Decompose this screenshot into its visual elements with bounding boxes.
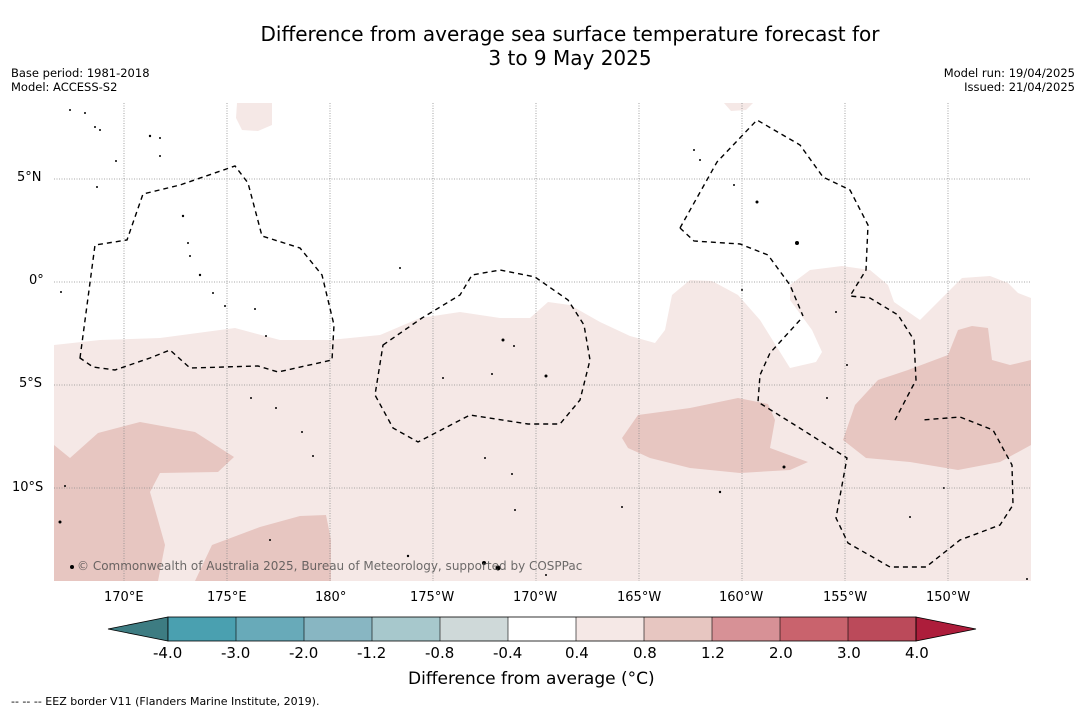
colorbar-bin [576, 617, 644, 641]
colorbar-bin [712, 617, 780, 641]
anomaly-region-medium-central [622, 398, 808, 473]
issued-text: Issued: 21/04/2025 [964, 80, 1075, 94]
colorbar-tick-label: 4.0 [905, 644, 929, 662]
colorbar-tick-label: -0.4 [493, 644, 523, 662]
lon-label-160w: 160°W [719, 590, 764, 605]
lat-label-10s: 10°S [12, 480, 44, 495]
lat-label-5n: 5°N [17, 170, 42, 185]
anomaly-region-light [54, 266, 1031, 581]
copyright-text: © Commonwealth of Australia 2025, Bureau… [77, 559, 582, 573]
islands [58, 109, 1028, 580]
lon-label-155w: 155°W [823, 590, 868, 605]
colorbar-tick-label: -3.0 [221, 644, 251, 662]
lon-label-180: 180° [315, 590, 347, 605]
title-line-2: 3 to 9 May 2025 [488, 46, 652, 70]
colorbar-tick-label: -4.0 [153, 644, 183, 662]
anomaly-region-medium-south [195, 515, 331, 581]
lon-label-175w: 175°W [410, 590, 455, 605]
colorbar-title: Difference from average (°C) [408, 669, 655, 689]
colorbar-tick-label: -2.0 [289, 644, 319, 662]
anomaly-region-medium-east [843, 326, 1031, 470]
colorbar-tick-label: -1.2 [357, 644, 387, 662]
colorbar-tick-label: -0.8 [425, 644, 455, 662]
colorbar [107, 616, 977, 642]
title-line-1: Difference from average sea surface temp… [260, 22, 880, 46]
colorbar-tick-label: 1.2 [701, 644, 725, 662]
lon-label-170e: 170°E [104, 590, 144, 605]
colorbar-bin [168, 617, 236, 641]
colorbar-bin [644, 617, 712, 641]
colorbar-tick-label: 0.8 [633, 644, 657, 662]
eez-borders [79, 119, 1014, 568]
colorbar-bin [508, 617, 576, 641]
colorbar-tick-label: 2.0 [769, 644, 793, 662]
lon-label-150w: 150°W [926, 590, 971, 605]
lon-label-175e: 175°E [207, 590, 247, 605]
lon-label-170w: 170°W [513, 590, 558, 605]
anomaly-region-medium-west [54, 422, 234, 581]
colorbar-below-min-triangle [107, 616, 169, 642]
colorbar-bin [440, 617, 508, 641]
eez-border-connector [679, 227, 804, 317]
anomaly-patch-top-2 [724, 103, 753, 111]
eez-border-central [374, 269, 591, 443]
lat-label-0: 0° [29, 273, 44, 288]
anomaly-patch-top [236, 103, 272, 131]
colorbar-bin [372, 617, 440, 641]
model-run-text: Model run: 19/04/2025 [943, 66, 1075, 80]
colorbar-bin [780, 617, 848, 641]
colorbar-tick-label: 0.4 [565, 644, 589, 662]
eez-border-east-north [679, 119, 917, 421]
run-info: Model run: 19/04/2025 Issued: 21/04/2025 [944, 66, 1075, 94]
eez-footnote: -- -- -- EEZ border V11 (Flanders Marine… [11, 695, 320, 708]
colorbar-bin [236, 617, 304, 641]
colorbar-bin [304, 617, 372, 641]
model-text: Model: ACCESS-S2 [11, 80, 118, 94]
graticule [54, 103, 1031, 581]
eez-border-west [79, 165, 335, 373]
lon-label-165w: 165°W [617, 590, 662, 605]
map-title: Difference from average sea surface temp… [0, 22, 1085, 70]
colorbar-above-max-triangle [915, 616, 977, 642]
colorbar-bin [848, 617, 916, 641]
base-period-text: Base period: 1981-2018 [11, 66, 150, 80]
colorbar-tick-label: 3.0 [837, 644, 861, 662]
map-area: © Commonwealth of Australia 2025, Bureau… [54, 103, 1031, 581]
lat-label-5s: 5°S [19, 376, 43, 391]
model-info: Base period: 1981-2018 Model: ACCESS-S2 [11, 66, 150, 94]
